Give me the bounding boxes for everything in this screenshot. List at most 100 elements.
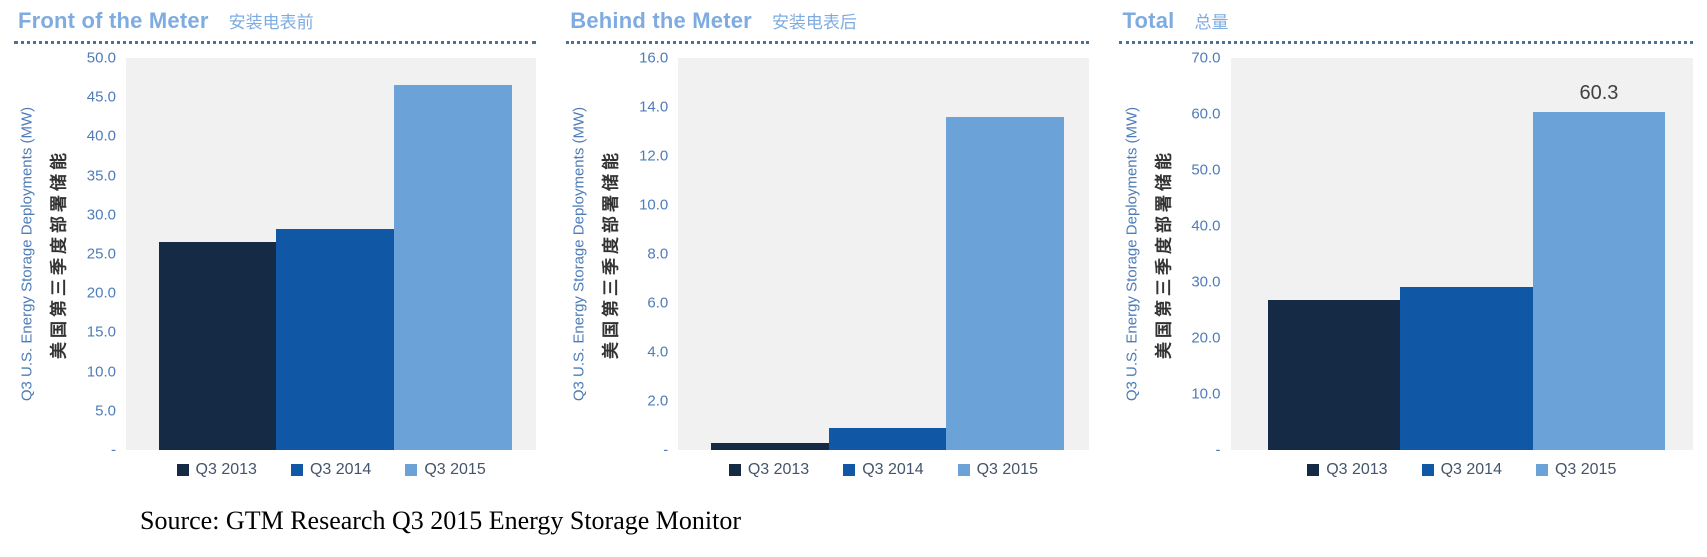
legend-item: Q3 2013 <box>728 461 810 479</box>
legend-label: Q3 2015 <box>976 461 1038 478</box>
dotted-divider <box>1118 38 1694 44</box>
dotted-divider <box>566 38 1089 44</box>
y-tick-label: 35.0 <box>86 167 116 185</box>
y-tick-label: 10.0 <box>639 196 669 214</box>
chart-panel-behind-the-meter: Behind the Meter 安装电表后 Q3 U.S. Energy St… <box>566 8 1089 482</box>
y-tick-label: 10.0 <box>86 363 116 381</box>
legend-item: Q3 2015 <box>957 461 1038 479</box>
legend-item: Q3 2015 <box>1535 461 1616 479</box>
legend-swatch-icon <box>1421 464 1434 476</box>
plot-area: 60.3 <box>1230 58 1694 450</box>
legend-label: Q3 2014 <box>1440 461 1502 478</box>
chart-title: Total <box>1122 8 1175 33</box>
bar-q3-2015: 60.3 <box>1532 82 1666 450</box>
bar-group: 60.3 <box>1267 58 1666 450</box>
y-tick-label: 30.0 <box>1191 273 1221 291</box>
chart-title-row: Total 总量 <box>1119 8 1693 38</box>
legend-swatch-icon <box>1307 464 1320 476</box>
y-axis-label: Q3 U.S. Energy Storage Deployments (MW) <box>1123 106 1141 402</box>
y-tick-label: 70.0 <box>1191 49 1221 67</box>
y-tick-label: - <box>663 441 669 459</box>
y-tick-label: 12.0 <box>639 147 669 165</box>
plot-wrap: Q3 2013 Q3 2014 Q3 2015 <box>126 58 537 482</box>
chart-title-chinese: 安装电表后 <box>771 13 857 32</box>
legend-item: Q3 2014 <box>290 461 372 479</box>
chart-header: Total 总量 <box>1118 8 1694 44</box>
y-tick-label: 14.0 <box>639 98 669 116</box>
legend-swatch-icon <box>176 464 189 476</box>
dotted-divider <box>14 38 537 44</box>
y-tick-label: 60.0 <box>1191 105 1221 123</box>
chart-body: Q3 U.S. Energy Storage Deployments (MW) … <box>1119 50 1694 482</box>
legend: Q3 2013 Q3 2014 Q3 2015 <box>1231 458 1693 482</box>
legend-label: Q3 2013 <box>195 461 257 478</box>
y-tick-label: 6.0 <box>647 294 669 312</box>
y-axis-label-chinese: 美国第三季度部署储能 <box>1154 149 1174 359</box>
legend-label: Q3 2013 <box>747 461 810 478</box>
y-axis-ticks: 70.0 60.0 50.0 40.0 30.0 20.0 10.0 - <box>1179 50 1231 459</box>
bar-q3-2015 <box>946 116 1064 450</box>
chart-title: Front of the Meter <box>18 8 209 33</box>
y-tick-label: 15.0 <box>86 323 116 341</box>
legend: Q3 2013 Q3 2014 Q3 2015 <box>126 458 536 482</box>
legend-item: Q3 2015 <box>405 461 486 479</box>
bar-group <box>158 58 512 450</box>
bar-q3-2014 <box>276 228 395 450</box>
chart-header: Behind the Meter 安装电表后 <box>566 8 1089 44</box>
chart-header: Front of the Meter 安装电表前 <box>14 8 537 44</box>
y-tick-label: 2.0 <box>647 392 669 410</box>
chart-title-chinese: 总量 <box>1194 13 1229 32</box>
y-tick-label: - <box>1215 441 1221 459</box>
chart-title-row: Behind the Meter 安装电表后 <box>566 8 1088 38</box>
legend-label: Q3 2014 <box>309 461 372 478</box>
y-axis-label-chinese: 美国第三季度部署储能 <box>601 149 621 359</box>
footer: Source: GTM Research Q3 2015 Energy Stor… <box>140 506 1707 536</box>
y-tick-label: 4.0 <box>647 343 669 361</box>
bar-value-label: 60.3 <box>1579 82 1619 105</box>
chart-title-chinese: 安装电表前 <box>228 13 314 32</box>
y-axis-ticks: 16.0 14.0 12.0 10.0 8.0 6.0 4.0 2.0 - <box>626 50 678 459</box>
y-axis-ticks: 50.0 45.0 40.0 35.0 30.0 25.0 20.0 15.0 10.0 5.0 - <box>74 50 126 459</box>
chart-body: Q3 U.S. Energy Storage Deployments (MW) … <box>14 50 537 482</box>
plot-wrap: Q3 2013 Q3 2014 Q3 2015 <box>678 58 1089 482</box>
y-tick-label: 25.0 <box>86 245 116 263</box>
plot-area <box>126 58 537 450</box>
charts-row: Front of the Meter 安装电表前 Q3 U.S. Energy … <box>14 8 1694 482</box>
chart-body: Q3 U.S. Energy Storage Deployments (MW) … <box>566 50 1089 482</box>
plot-area <box>678 58 1089 450</box>
bar-q3-2013 <box>711 442 829 450</box>
legend: Q3 2013 Q3 2014 Q3 2015 <box>678 458 1088 482</box>
y-tick-label: 20.0 <box>86 284 116 302</box>
bar-q3-2015 <box>394 84 512 450</box>
y-tick-label: 50.0 <box>86 49 116 67</box>
y-tick-label: 30.0 <box>86 206 116 224</box>
chart-panel-front-of-meter: Front of the Meter 安装电表前 Q3 U.S. Energy … <box>14 8 537 482</box>
bar-q3-2013 <box>1267 299 1401 450</box>
y-tick-label: 40.0 <box>86 127 116 145</box>
legend-label: Q3 2015 <box>424 461 486 478</box>
legend-item: Q3 2014 <box>843 461 924 479</box>
y-axis-label-chinese: 美国第三季度部署储能 <box>49 149 69 359</box>
source-text: Source: GTM Research Q3 2015 Energy Stor… <box>140 506 742 535</box>
legend-swatch-icon <box>290 464 303 476</box>
legend-label: Q3 2013 <box>1326 461 1388 478</box>
y-tick-label: 50.0 <box>1191 161 1221 179</box>
chart-panel-total: Total 总量 Q3 U.S. Energy Storage Deployme… <box>1118 8 1694 482</box>
bar-q3-2014 <box>828 427 947 450</box>
y-axis-label: Q3 U.S. Energy Storage Deployments (MW) <box>18 106 36 402</box>
legend-swatch-icon <box>405 464 418 476</box>
legend-label: Q3 2014 <box>862 461 924 478</box>
y-tick-label: 16.0 <box>639 49 669 67</box>
y-tick-label: 40.0 <box>1191 217 1221 235</box>
bar-group <box>711 58 1064 450</box>
y-tick-label: 20.0 <box>1191 329 1221 347</box>
legend-item: Q3 2013 <box>1307 461 1388 479</box>
chart-title-row: Front of the Meter 安装电表前 <box>14 8 536 38</box>
y-tick-label: 5.0 <box>95 402 116 420</box>
plot-wrap: 60.3 Q3 2013 Q3 2014 Q3 2015 <box>1230 58 1694 482</box>
legend-swatch-icon <box>843 464 856 476</box>
chart-title: Behind the Meter <box>570 8 752 33</box>
legend-item: Q3 2014 <box>1421 461 1502 479</box>
legend-swatch-icon <box>1535 464 1548 476</box>
y-tick-label: 10.0 <box>1191 385 1221 403</box>
